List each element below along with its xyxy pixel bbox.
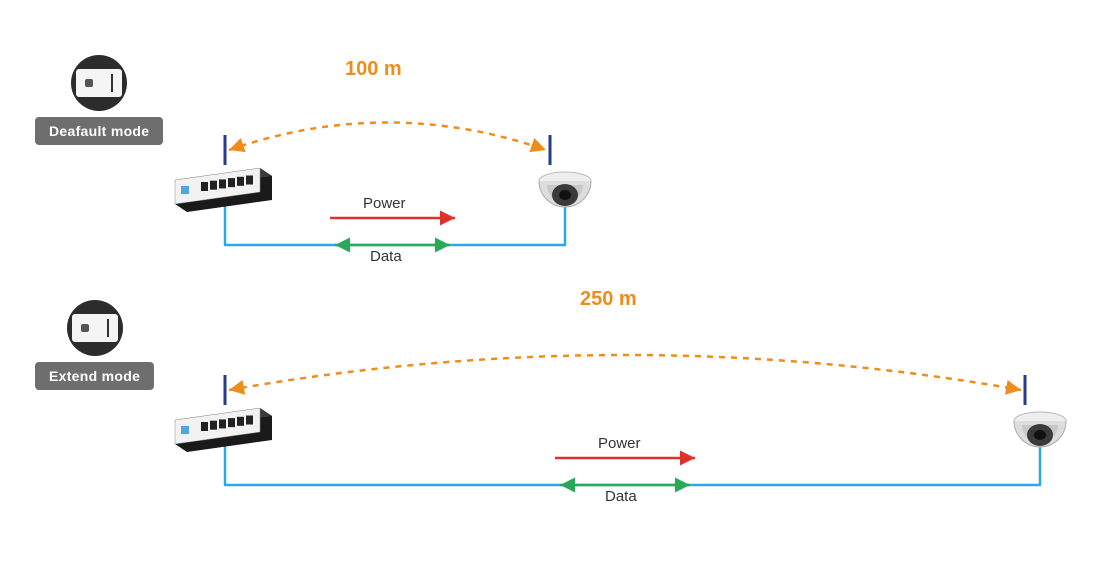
distance-arc (229, 123, 546, 151)
distance-label: 100 m (345, 58, 402, 81)
distance-label: 250 m (580, 288, 637, 311)
distance-arc (229, 355, 1021, 390)
extend-mode-badge: Extend mode (35, 300, 154, 390)
mode-switch-icon (71, 55, 127, 111)
mode-label: Extend mode (35, 362, 154, 390)
dome-camera-icon (1014, 412, 1066, 447)
default-mode-badge: Deafault mode (35, 55, 163, 145)
dome-camera-icon (539, 172, 591, 207)
poe-switch-icon (175, 408, 272, 452)
power-label: Power (598, 435, 641, 452)
power-label: Power (363, 195, 406, 212)
mode-switch-icon (67, 300, 123, 356)
poe-switch-icon (175, 168, 272, 212)
mode-label: Deafault mode (35, 117, 163, 145)
data-label: Data (370, 248, 402, 265)
data-label: Data (605, 488, 637, 505)
